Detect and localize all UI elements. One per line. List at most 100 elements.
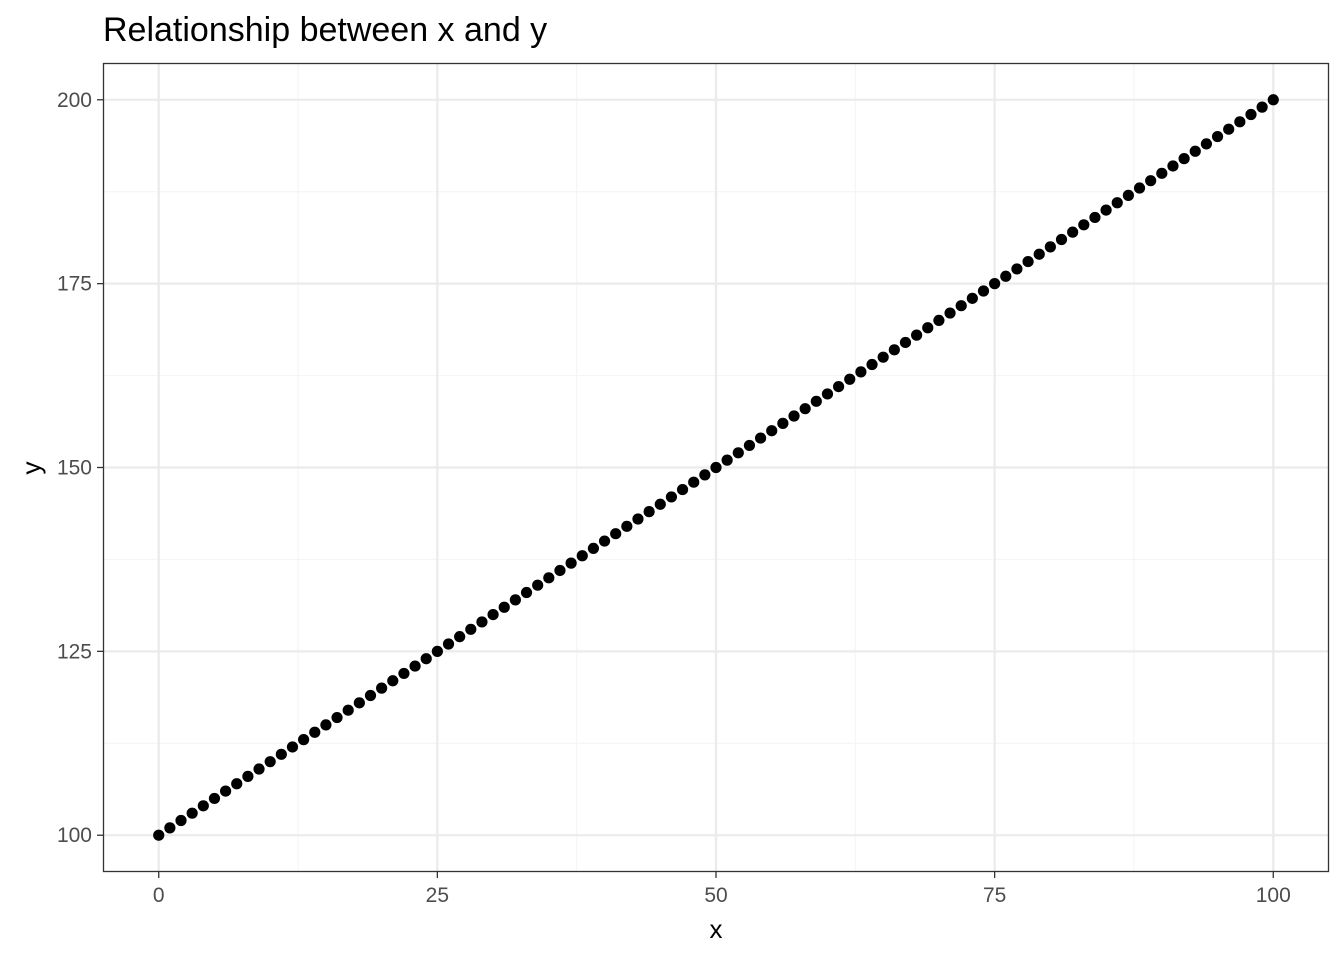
data-point: [242, 770, 254, 782]
data-point: [621, 520, 633, 532]
data-point: [1156, 167, 1168, 179]
data-point: [320, 719, 332, 731]
data-point: [766, 425, 778, 437]
data-point: [1100, 204, 1112, 216]
data-point: [298, 734, 310, 746]
data-point: [1234, 116, 1246, 128]
x-axis-title: x: [710, 914, 723, 944]
data-point: [1089, 211, 1101, 224]
data-point: [899, 336, 912, 349]
data-point: [1055, 233, 1068, 246]
data-point: [643, 506, 655, 518]
data-point: [877, 351, 889, 363]
data-point: [442, 638, 455, 650]
data-point: [153, 829, 165, 841]
data-point: [788, 410, 800, 422]
data-point: [866, 358, 878, 371]
data-point: [732, 447, 744, 459]
y-tick-label: 175: [57, 273, 92, 296]
data-point: [743, 439, 756, 452]
data-point: [1189, 145, 1201, 157]
data-point: [487, 608, 499, 621]
data-point: [676, 483, 689, 496]
data-point: [275, 748, 287, 760]
data-point: [710, 461, 722, 474]
data-point: [933, 314, 945, 327]
data-point: [420, 653, 432, 665]
x-tick-label: 0: [153, 884, 165, 907]
data-point: [721, 454, 733, 466]
data-point: [364, 689, 377, 702]
y-tick-label: 200: [57, 89, 92, 112]
data-point: [955, 300, 967, 312]
data-point: [754, 432, 767, 444]
data-point: [376, 682, 388, 694]
data-point: [387, 675, 399, 687]
data-point: [264, 756, 276, 768]
data-point: [1044, 241, 1056, 253]
data-point: [520, 586, 533, 599]
data-point: [543, 572, 555, 584]
chart-title: Relationship between x and y: [103, 11, 547, 49]
data-point: [1267, 94, 1279, 106]
data-point: [1256, 101, 1268, 113]
data-point: [587, 542, 600, 555]
data-point: [208, 792, 221, 805]
data-point: [944, 307, 956, 319]
data-point: [342, 704, 354, 716]
data-point: [922, 322, 934, 334]
data-point: [1078, 219, 1090, 231]
data-point: [777, 417, 789, 429]
data-point: [509, 594, 521, 606]
y-tick-label: 100: [57, 824, 92, 847]
data-point: [632, 513, 644, 525]
data-point: [665, 491, 678, 503]
data-point: [844, 373, 856, 385]
data-point: [220, 785, 232, 797]
data-point: [309, 726, 321, 738]
data-point: [465, 623, 477, 635]
data-point: [977, 285, 990, 297]
data-point: [1133, 182, 1146, 194]
data-point: [821, 388, 834, 400]
data-point: [353, 697, 365, 709]
y-tick-label: 125: [57, 640, 92, 663]
data-point: [554, 564, 566, 577]
data-point: [398, 667, 410, 680]
data-point: [598, 535, 611, 547]
data-point: [610, 528, 622, 540]
data-points: [153, 94, 1279, 841]
data-point: [810, 395, 822, 407]
data-point: [186, 807, 198, 819]
data-point: [654, 498, 666, 510]
data-point: [688, 476, 700, 488]
y-tick-label: 150: [57, 457, 92, 480]
data-point: [1178, 153, 1190, 165]
data-point: [454, 631, 466, 643]
x-tick-label: 75: [983, 884, 1006, 907]
x-axis-ticks: 0 25 50 75 100: [153, 872, 1291, 907]
x-tick-label: 100: [1256, 884, 1291, 907]
data-point: [966, 292, 978, 304]
data-point: [253, 763, 265, 775]
data-point: [989, 278, 1001, 290]
data-point: [1122, 189, 1134, 201]
data-point: [231, 778, 243, 790]
panel-border: [102, 62, 1330, 873]
data-point: [532, 579, 544, 591]
data-point: [1011, 263, 1023, 275]
data-point: [855, 366, 867, 378]
data-point: [1167, 160, 1179, 172]
data-point: [197, 800, 209, 812]
data-point: [1000, 270, 1012, 282]
data-point: [699, 469, 711, 481]
data-point: [1067, 226, 1079, 238]
data-point: [799, 403, 811, 415]
data-point: [331, 711, 343, 724]
x-tick-label: 50: [704, 884, 727, 907]
data-point: [1022, 255, 1034, 268]
data-point: [1223, 123, 1235, 135]
data-point: [565, 557, 577, 569]
